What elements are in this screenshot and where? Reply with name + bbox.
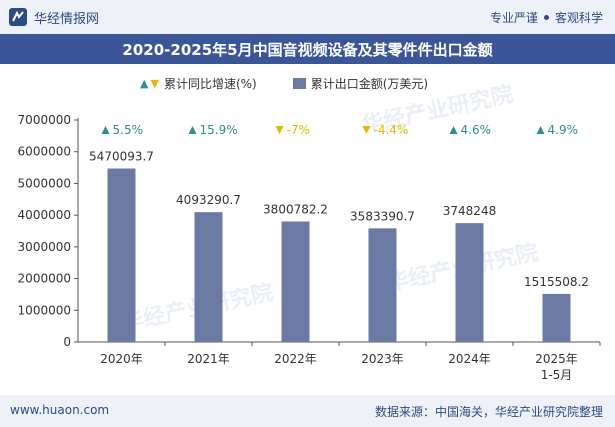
brand-logo[interactable]: 华经情报网 <box>8 7 99 27</box>
bar <box>281 221 310 342</box>
tagline: 专业严谨 客观科学 <box>490 9 603 26</box>
title-bar: 2020-2025年5月中国音视频设备及其零件件出口金额 <box>0 34 615 64</box>
bar <box>542 293 571 342</box>
bar <box>455 223 484 342</box>
bar-value-label: 5470093.7 <box>89 150 154 164</box>
x-category-label: 2020年 <box>100 352 143 366</box>
brand-name: 华经情报网 <box>34 11 100 27</box>
bottom-bar: www.huaon.com 数据来源：中国海关，华经产业研究院整理 <box>0 395 615 427</box>
growth-label: 15.9% <box>200 123 238 137</box>
x-category-label: 2024年 <box>448 352 491 366</box>
x-category-label: 2023年 <box>361 352 404 366</box>
growth-down-icon <box>275 126 284 134</box>
bar-value-label: 3583390.7 <box>350 209 415 223</box>
y-tick-label: 6000000 <box>18 145 71 159</box>
y-tick-label: 5000000 <box>18 176 71 190</box>
x-category-label: 2025年 <box>535 352 578 366</box>
bar-value-label: 3800782.2 <box>263 202 328 216</box>
chart-title: 2020-2025年5月中国音视频设备及其零件件出口金额 <box>122 40 493 59</box>
growth-label: -4.4% <box>374 123 409 137</box>
y-tick-label: 4000000 <box>18 208 71 222</box>
y-tick-label: 0 <box>63 335 71 349</box>
x-category-label: 2021年 <box>187 352 230 366</box>
bar-value-label: 1515508.2 <box>524 275 589 289</box>
growth-up-icon <box>536 126 545 134</box>
y-tick-label: 7000000 <box>18 113 71 127</box>
growth-label: 4.6% <box>461 123 492 137</box>
growth-down-icon <box>362 126 371 134</box>
legend-bar-swatch <box>292 77 306 89</box>
bar-value-label: 3748248 <box>443 204 496 218</box>
brand-logo-icon <box>9 8 27 26</box>
x-category-label: 2022年 <box>274 352 317 366</box>
legend-growth-label: 累计同比增速(%) <box>163 76 257 91</box>
y-tick-label: 3000000 <box>18 240 71 254</box>
top-bar: 华经情报网 专业严谨 客观科学 <box>0 0 615 34</box>
down-triangle-icon: ▼ <box>150 76 159 90</box>
chart-legend: ▲ ▼ 累计同比增速(%) 累计出口金额(万美元) <box>140 74 428 92</box>
bar <box>107 168 136 342</box>
y-tick-label: 2000000 <box>18 272 71 286</box>
tagline-right: 客观科学 <box>554 11 603 25</box>
bar-value-label: 4093290.7 <box>176 193 241 207</box>
bar <box>194 212 223 342</box>
x-category-label: 1-5月 <box>541 368 573 382</box>
tagline-dot-icon <box>543 15 549 20</box>
growth-label: 5.5% <box>113 123 144 137</box>
y-tick-label: 1000000 <box>18 303 71 317</box>
growth-up-icon <box>188 126 197 134</box>
growth-up-icon <box>449 126 458 134</box>
website-link[interactable]: www.huaon.com <box>10 403 110 417</box>
growth-up-icon <box>101 126 110 134</box>
growth-label: 4.9% <box>548 123 579 137</box>
legend-amount-label: 累计出口金额(万美元) <box>310 76 429 91</box>
bar-chart: 0 1000000 2000000 3000000 4000000 5000000 6000… <box>18 113 601 382</box>
tagline-left: 专业严谨 <box>489 11 538 25</box>
growth-label: -7% <box>287 123 310 137</box>
bar <box>368 228 397 342</box>
data-source: 数据来源：中国海关，华经产业研究院整理 <box>374 405 603 419</box>
up-triangle-icon: ▲ <box>140 76 149 90</box>
